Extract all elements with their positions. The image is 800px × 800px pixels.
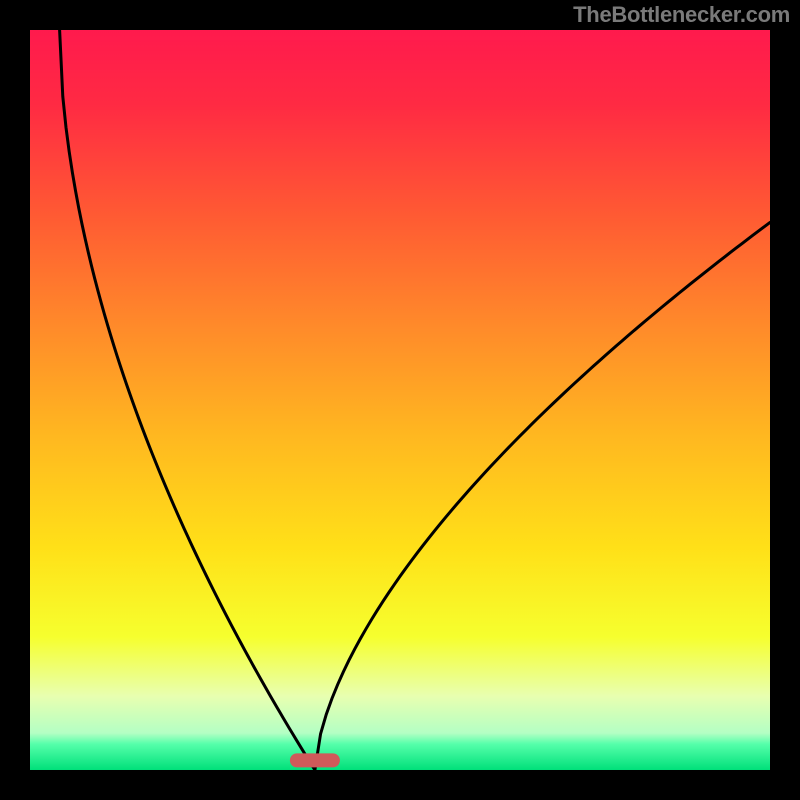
watermark-text: TheBottlenecker.com — [573, 2, 790, 28]
bottleneck-chart-svg — [0, 0, 800, 800]
chart-container: TheBottlenecker.com — [0, 0, 800, 800]
